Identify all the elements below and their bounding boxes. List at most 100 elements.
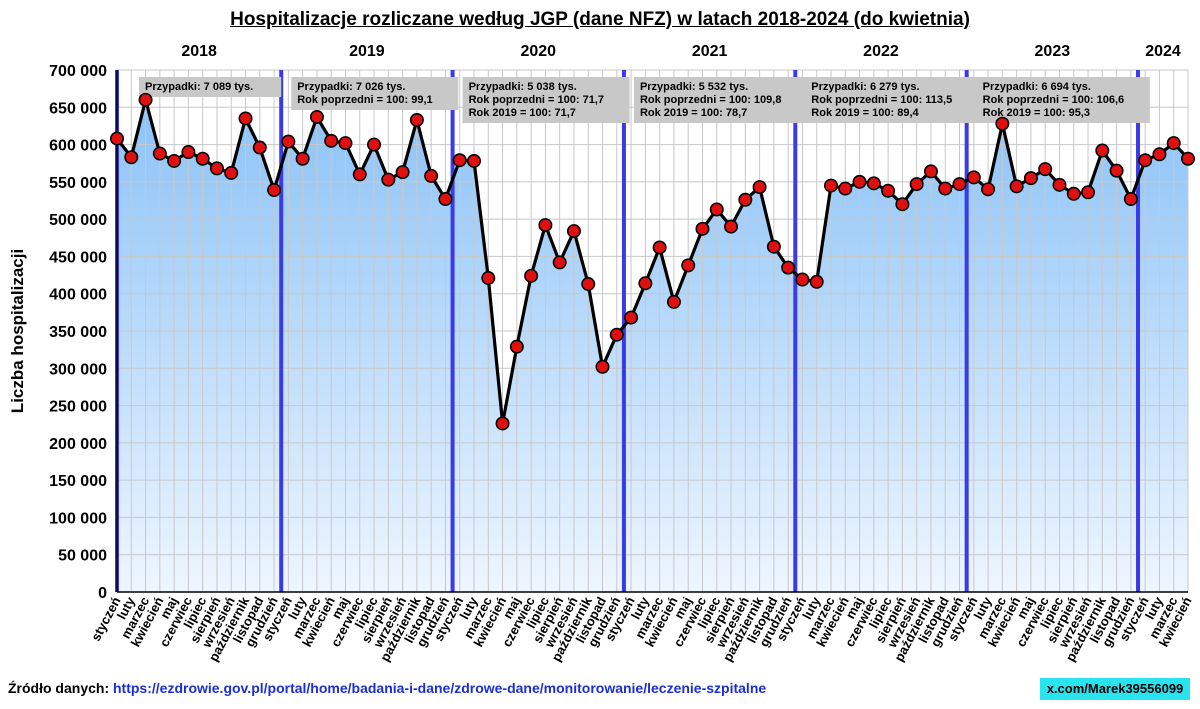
- data-point: [524, 268, 539, 283]
- data-point: [1109, 163, 1124, 178]
- annotation-box: [291, 77, 459, 110]
- year-label: 2018: [181, 43, 217, 60]
- data-point: [252, 140, 267, 155]
- annotation-box: [633, 77, 808, 123]
- year-divider: [450, 70, 455, 592]
- year-divider: [279, 70, 284, 592]
- data-point: [866, 176, 881, 191]
- data-point: [552, 255, 567, 270]
- data-point: [952, 177, 967, 192]
- data-point: [809, 274, 824, 289]
- data-point: [609, 327, 624, 342]
- annotation-text: Przypadki: 6 694 tys.: [983, 81, 1091, 93]
- annotation-text: Rok 2019 = 100: 71,7: [469, 107, 576, 119]
- annotation-box: [805, 77, 979, 123]
- chart-title: Hospitalizacje rozliczane według JGP (da…: [230, 9, 970, 30]
- data-point: [995, 116, 1010, 131]
- data-point: [966, 170, 981, 185]
- data-point: [309, 109, 324, 124]
- data-point: [295, 151, 310, 166]
- source-link[interactable]: https://ezdrowie.gov.pl/portal/home/bada…: [113, 680, 767, 696]
- footer-source: Źródło danych: https://ezdrowie.gov.pl/p…: [8, 680, 766, 696]
- data-point: [766, 239, 781, 254]
- data-point: [338, 136, 353, 151]
- data-point: [638, 276, 653, 291]
- data-point: [595, 359, 610, 374]
- y-tick-label: 600 000: [49, 138, 107, 155]
- data-point: [981, 182, 996, 197]
- y-tick-label: 50 000: [58, 548, 107, 565]
- year-divider: [793, 70, 798, 592]
- data-point: [823, 178, 838, 193]
- y-tick-label: 0: [98, 585, 107, 602]
- annotation-text: Rok poprzedni = 100: 106,6: [983, 94, 1125, 106]
- data-point: [538, 218, 553, 233]
- series-line: [115, 98, 1190, 426]
- y-axis-label: Liczba hospitalizacji: [8, 249, 27, 413]
- data-point: [1009, 179, 1024, 194]
- data-point: [1023, 171, 1038, 186]
- year-label: 2022: [863, 43, 899, 60]
- data-point: [1066, 186, 1081, 201]
- year-label: 2021: [692, 43, 728, 60]
- data-point: [781, 260, 796, 275]
- data-point: [581, 277, 596, 292]
- annotation-text: Rok poprzedni = 100: 109,8: [640, 94, 782, 106]
- annotation-text: Rok poprzedni = 100: 99,1: [297, 94, 432, 106]
- data-point: [138, 92, 153, 107]
- annotation-text: Rok 2019 = 100: 89,4: [811, 107, 919, 119]
- annotation-text: Przypadki: 6 279 tys.: [811, 81, 919, 93]
- data-point: [881, 183, 896, 198]
- source-label: Źródło danych:: [8, 680, 113, 696]
- x-tick-label: styczeń: [88, 594, 124, 643]
- annotation-box: [139, 77, 282, 97]
- year-label: 2023: [1035, 43, 1071, 60]
- data-point: [752, 180, 767, 195]
- annotation-text: Rok poprzedni = 100: 113,5: [811, 94, 952, 106]
- y-tick-label: 550 000: [49, 175, 107, 192]
- data-point: [466, 153, 481, 168]
- data-point: [238, 111, 253, 126]
- data-point: [909, 177, 924, 192]
- year-label: 2024: [1145, 43, 1181, 60]
- data-point: [367, 137, 382, 152]
- data-point: [209, 161, 224, 176]
- y-tick-label: 500 000: [49, 212, 107, 229]
- annotation-box: [462, 77, 630, 123]
- year-label: 2020: [520, 43, 556, 60]
- data-point: [938, 181, 953, 196]
- data-point: [110, 131, 125, 146]
- y-tick-label: 350 000: [49, 324, 107, 341]
- annotation-text: Przypadki: 5 038 tys.: [469, 81, 577, 93]
- data-point: [1138, 153, 1153, 168]
- annotation-text: Przypadki: 7 089 tys.: [145, 81, 253, 93]
- data-point: [352, 167, 367, 182]
- data-point: [152, 146, 167, 161]
- y-tick-label: 200 000: [49, 436, 107, 453]
- year-divider: [964, 70, 969, 592]
- y-tick-label: 100 000: [49, 510, 107, 527]
- annotation-text: Przypadki: 5 532 tys.: [640, 81, 748, 93]
- data-point: [267, 183, 282, 198]
- data-point: [1038, 162, 1053, 177]
- data-point: [652, 240, 667, 255]
- data-point: [1181, 151, 1196, 166]
- data-point: [409, 112, 424, 127]
- annotation-box: [976, 77, 1150, 123]
- annotation-text: Rok 2019 = 100: 78,7: [640, 107, 747, 119]
- data-point: [481, 271, 496, 286]
- data-point: [624, 310, 639, 325]
- y-tick-label: 450 000: [49, 249, 107, 266]
- data-point: [852, 174, 867, 189]
- y-tick-label: 150 000: [49, 473, 107, 490]
- data-point: [324, 133, 339, 148]
- data-point: [395, 165, 410, 180]
- y-tick-label: 650 000: [49, 100, 107, 117]
- annotation-text: Rok 2019 = 100: 95,3: [983, 107, 1090, 119]
- data-point: [738, 192, 753, 207]
- data-point: [923, 164, 938, 179]
- data-point: [195, 151, 210, 166]
- y-tick-label: 400 000: [49, 287, 107, 304]
- data-point: [795, 272, 810, 287]
